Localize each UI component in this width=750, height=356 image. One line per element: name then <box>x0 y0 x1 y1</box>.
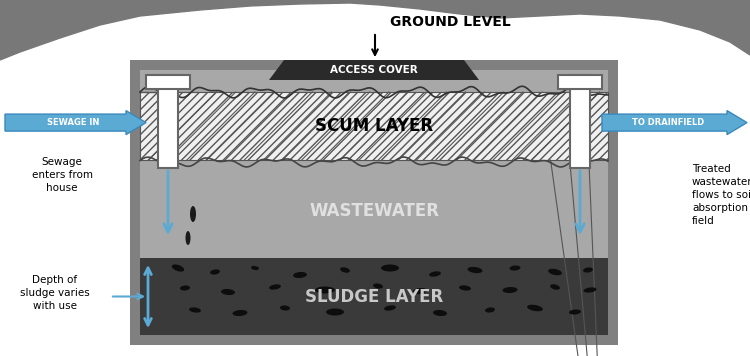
FancyBboxPatch shape <box>140 92 608 160</box>
Ellipse shape <box>210 269 220 274</box>
Ellipse shape <box>569 309 581 315</box>
Text: SLUDGE LAYER: SLUDGE LAYER <box>304 288 443 305</box>
Ellipse shape <box>509 266 520 271</box>
Ellipse shape <box>185 231 190 245</box>
FancyBboxPatch shape <box>570 75 590 168</box>
Ellipse shape <box>340 267 350 273</box>
Ellipse shape <box>429 271 441 277</box>
Ellipse shape <box>190 206 196 222</box>
Text: Depth of
sludge varies
with use: Depth of sludge varies with use <box>20 275 90 311</box>
Ellipse shape <box>381 265 399 272</box>
Text: TO DRAINFIELD: TO DRAINFIELD <box>632 118 705 127</box>
Ellipse shape <box>280 305 290 310</box>
FancyBboxPatch shape <box>158 75 178 168</box>
Ellipse shape <box>232 310 248 316</box>
Ellipse shape <box>467 267 482 273</box>
Ellipse shape <box>315 287 335 293</box>
Ellipse shape <box>269 284 281 290</box>
Ellipse shape <box>221 289 235 295</box>
Text: WASTEWATER: WASTEWATER <box>309 203 439 220</box>
Ellipse shape <box>293 272 307 278</box>
Ellipse shape <box>172 265 184 272</box>
Ellipse shape <box>548 269 562 275</box>
Ellipse shape <box>326 309 344 315</box>
Text: Sewage
enters from
house: Sewage enters from house <box>32 157 92 193</box>
Text: GROUND LEVEL: GROUND LEVEL <box>390 15 510 29</box>
FancyBboxPatch shape <box>140 70 608 335</box>
Text: Treated
wastewater
flows to soil
absorption
field: Treated wastewater flows to soil absorpt… <box>692 164 750 226</box>
Polygon shape <box>0 0 750 60</box>
FancyArrow shape <box>602 111 747 135</box>
FancyBboxPatch shape <box>140 258 608 335</box>
Ellipse shape <box>433 310 447 316</box>
FancyBboxPatch shape <box>140 70 608 258</box>
Ellipse shape <box>251 266 259 270</box>
Ellipse shape <box>459 286 471 290</box>
Text: SCUM LAYER: SCUM LAYER <box>315 117 433 135</box>
Ellipse shape <box>373 283 383 289</box>
Ellipse shape <box>550 284 560 290</box>
Ellipse shape <box>584 287 596 293</box>
FancyBboxPatch shape <box>140 92 608 160</box>
Ellipse shape <box>485 308 495 313</box>
FancyBboxPatch shape <box>146 75 190 89</box>
Ellipse shape <box>503 287 518 293</box>
Ellipse shape <box>527 305 543 311</box>
FancyBboxPatch shape <box>130 60 618 345</box>
Ellipse shape <box>583 267 593 273</box>
Text: SEWAGE IN: SEWAGE IN <box>46 118 99 127</box>
Ellipse shape <box>189 307 201 313</box>
Polygon shape <box>269 60 479 80</box>
Ellipse shape <box>384 305 396 311</box>
Ellipse shape <box>413 288 427 294</box>
FancyArrow shape <box>5 111 146 135</box>
FancyBboxPatch shape <box>558 75 602 89</box>
Text: ACCESS COVER: ACCESS COVER <box>330 65 418 75</box>
Ellipse shape <box>180 286 190 290</box>
